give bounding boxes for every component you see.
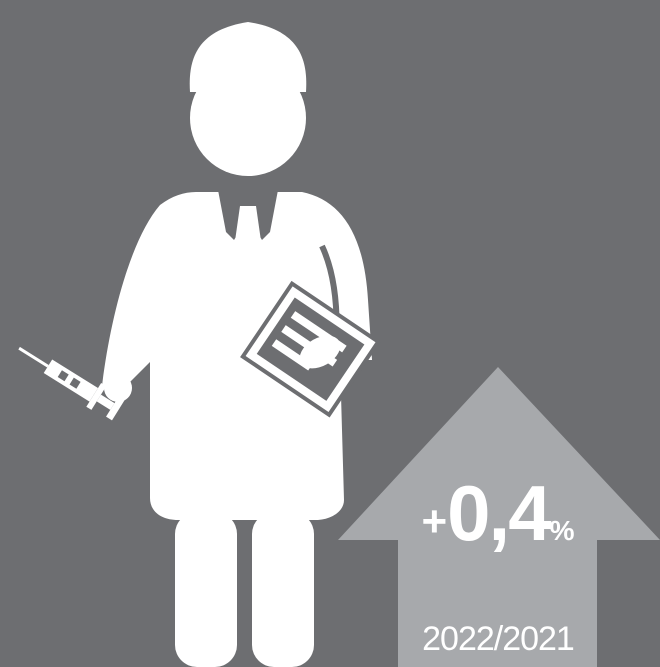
syringe-icon <box>18 346 125 421</box>
change-sign: + <box>421 497 448 546</box>
hand-icon <box>104 374 132 402</box>
change-number: 0,4 <box>447 469 551 557</box>
doctor-icon <box>102 22 372 667</box>
up-arrow-icon <box>338 367 660 667</box>
change-value: +0,4% <box>398 474 598 552</box>
hand-icon <box>299 335 341 369</box>
percent-unit: % <box>549 515 575 546</box>
period-label: 2022/2021 <box>422 620 575 658</box>
tie-icon <box>234 206 262 258</box>
